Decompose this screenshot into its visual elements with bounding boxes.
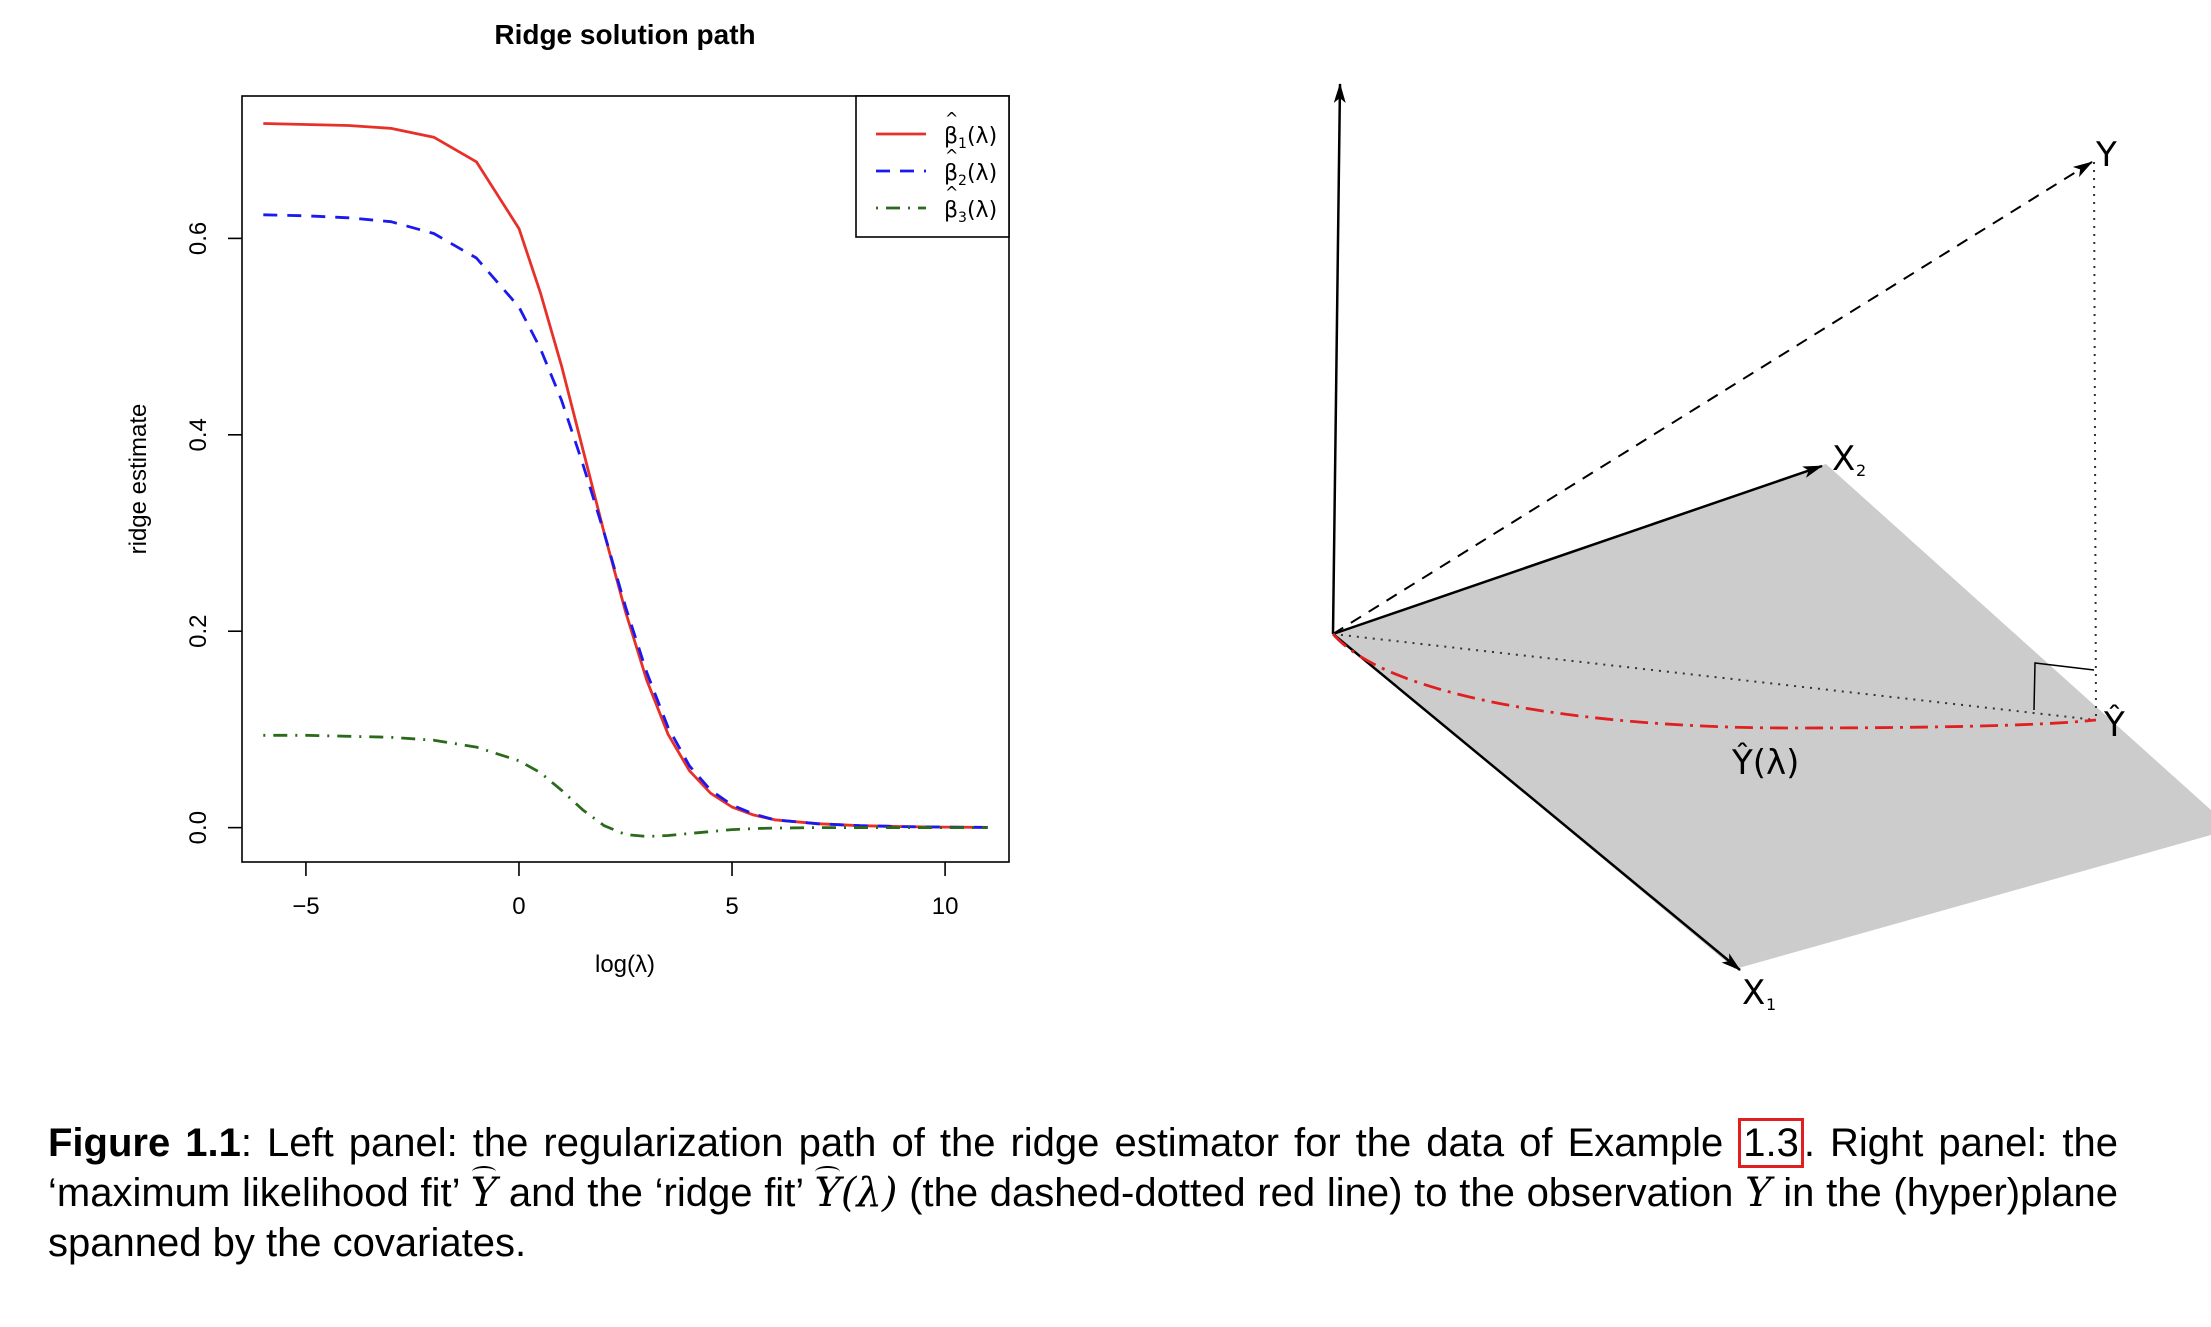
plot-frame — [241, 95, 1010, 863]
y-axis-label: ridge estimate — [125, 404, 152, 555]
legend: β1(λ)^β2(λ)^β3(λ)^ — [855, 95, 1010, 238]
y-ticks: 0.0 0.2 0.4 0.6 — [185, 222, 242, 844]
legend-hat: ^ — [945, 146, 958, 165]
caption-label: Figure 1.1 — [48, 1121, 241, 1165]
right-angle-mark — [2033, 662, 2095, 711]
example-reference-link[interactable]: 1.3 — [1738, 1118, 1804, 1168]
y-tick-label: 0.0 — [185, 811, 212, 844]
legend-entry: β3(λ) — [944, 198, 997, 226]
math-y-hat: Y — [470, 1166, 498, 1216]
label-x2-subscript: 2 — [1856, 461, 1866, 480]
legend-entry: β1(λ) — [944, 124, 997, 152]
label-x1-subscript: 1 — [1766, 995, 1776, 1014]
math-y: Y — [1745, 1170, 1772, 1216]
ridge-path-chart: Ridge solution path log(λ) ridge estimat… — [125, 19, 1010, 978]
label-y: Y — [2095, 135, 2117, 175]
series-line-beta-3 — [263, 733, 988, 838]
y-tick-label: 0.4 — [185, 418, 212, 451]
projection-dotted-line — [2093, 161, 2097, 721]
vertical-axis-arrow — [1331, 83, 1346, 635]
label-x2: X — [1832, 439, 1855, 479]
projection-diagram: Y X 2 X 1 Ŷ Ŷ(λ) — [1331, 83, 2211, 1014]
x-ticks: −5 0 5 10 — [292, 862, 958, 920]
legend-hat: ^ — [945, 109, 958, 128]
caption-text-5: in the (hyper)plane spanned by the covar… — [48, 1171, 2118, 1265]
legend-entry: β2(λ) — [944, 161, 997, 189]
caption-text-2: . Right panel: the ‘maximum likelihood f… — [48, 1121, 2119, 1215]
caption-text-4: (the dashed-dotted red line) to the obse… — [897, 1171, 1746, 1215]
label-y-hat: Ŷ — [2103, 704, 2125, 745]
label-y-hat-lambda: Ŷ(λ) — [1731, 742, 1799, 783]
legend-box — [855, 95, 1010, 238]
x2-arrow — [1332, 464, 1823, 636]
caption-text-1: : Left panel: the regularization path of… — [240, 1121, 1739, 1165]
math-y-hat-ridge: Y — [814, 1166, 841, 1216]
x-tick-label: 0 — [512, 893, 525, 920]
ridge-fit-path — [1331, 633, 2097, 730]
math-lambda: (λ) — [840, 1170, 898, 1216]
chart-title: Ridge solution path — [494, 19, 755, 50]
x-tick-label: 5 — [725, 893, 738, 920]
label-x1: X — [1742, 973, 1765, 1013]
series-lines — [263, 122, 988, 838]
y-tick-label: 0.6 — [185, 222, 212, 255]
series-line-beta-1 — [263, 122, 988, 829]
figure: Ridge solution path log(λ) ridge estimat… — [125, 19, 2211, 1014]
x-tick-label: −5 — [292, 893, 319, 920]
y-tick-label: 0.2 — [185, 615, 212, 648]
x-tick-label: 10 — [932, 893, 959, 920]
figure-caption: Figure 1.1: Left panel: the regularizati… — [48, 1118, 2118, 1268]
legend-hat: ^ — [945, 183, 958, 202]
x1-arrow — [1332, 633, 1741, 971]
caption-text-3: and the ‘ridge fit’ — [497, 1171, 815, 1215]
covariate-plane — [1333, 464, 2211, 969]
observation-y-arrow — [1332, 161, 2093, 635]
x-axis-label: log(λ) — [595, 951, 655, 978]
